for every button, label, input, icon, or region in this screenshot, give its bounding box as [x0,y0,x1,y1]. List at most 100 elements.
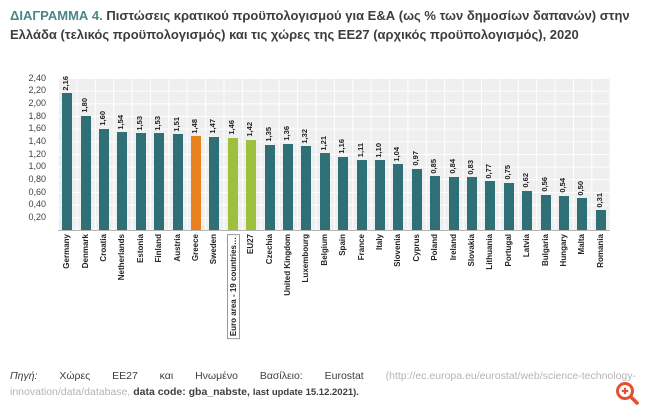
value-label-austria: 1,51 [171,116,181,132]
source-url-part1[interactable]: (http://ec.europa.eu/eurostat/web/scienc… [385,370,637,382]
category-axis-labels: Germany Denmark Croatia Netherlands Estonia F… [58,232,610,358]
category-label-czechia: Czechia [264,234,274,265]
value-label-ireland: 0,84 [447,159,457,174]
value-label-france: 1,11 [355,142,365,157]
value-label-poland: 0,85 [429,158,439,174]
value-label-cyprus: 0,97 [410,150,420,166]
category-label-italy: Italy [375,234,384,251]
value-label-euro-area-19-countries: 1,46 [226,119,236,135]
bar-italy [375,160,385,230]
bar-spain [338,156,349,230]
category-label-bulgaria: Bulgaria [540,234,550,267]
zoom-in-icon[interactable] [614,380,642,408]
value-label-slovenia: 1,04 [392,146,402,162]
source-url-part2[interactable]: innovation/data/database, [10,386,131,398]
category-label-latvia: Latvia [522,234,532,258]
value-label-sweden: 1,47 [208,119,218,134]
bar-slovenia [393,164,404,230]
value-label-spain: 1,16 [337,138,347,154]
source-data-code: data code: gba_nabste, [133,386,250,398]
category-label-denmark: Denmark [80,234,90,269]
y-axis-label: 1,20 [28,148,46,159]
source-org: Eurostat [324,370,364,382]
chart-number-label: ΔΙΑΓΡΑΜΜΑ 4. [10,8,103,23]
y-axis-label: 1,80 [28,110,46,121]
bar-estonia [135,133,146,230]
category-label-poland: Poland [430,234,440,261]
category-label-croatia: Croatia [99,234,108,262]
y-axis-label: 0,20 [28,211,46,222]
source-label: Πηγή: [10,370,38,382]
bar-united-kingdom [283,143,293,230]
category-label-austria: Austria [172,234,182,262]
value-label-netherlands: 1,54 [116,114,126,130]
chart-title-line2: στην Ελλάδα (τελικός προϋπολογισμός) και… [10,8,630,42]
y-axis-label: 1,60 [28,123,46,134]
bar-austria [172,134,183,230]
bar-denmark [80,116,91,230]
value-label-bulgaria: 0,56 [539,176,549,192]
y-axis-label: 0,80 [28,173,46,184]
value-label-denmark: 1,80 [79,98,89,113]
y-axis-label: 1,00 [28,161,46,172]
value-label-czechia: 1,35 [263,126,273,142]
bar-netherlands [117,132,128,230]
category-label-sweden: Sweden [209,234,219,265]
source-line-1: Πηγή: Χώρες ΕΕ27 και Ηνωμένο Βασίλειο: E… [10,368,636,384]
y-axis-label: 0,40 [28,199,46,210]
bar-hungary [559,195,569,230]
category-label-slovenia: Slovenia [393,234,403,267]
bar-sweden [209,136,220,230]
category-label-estonia: Estonia [135,234,145,263]
category-label-cyprus: Cyprus [411,234,421,262]
category-label-germany: Germany [62,234,72,269]
bar-slovakia [467,177,477,230]
category-label-spain: Spain [338,234,348,256]
category-label-euro-area-19-countries: Euro area - 19 countries… [226,234,240,340]
value-label-estonia: 1,53 [134,115,144,131]
category-label-romania: Romania [595,234,605,268]
bar-chart: 2,16 1,80 1,60 1,54 1,53 1,53 1,51 1,48 1,47 1,46… [10,68,642,360]
chart-title-line1: Πιστώσεις κρατικού προϋπολογισμού για Ε&… [106,8,597,23]
value-label-slovakia: 0,83 [466,159,475,175]
category-label-malta: Malta [577,234,587,255]
chart-title: ΔΙΑΓΡΑΜΜΑ 4. Πιστώσεις κρατικού προϋπολο… [10,6,644,44]
bar-cyprus [411,168,422,230]
y-axis-label: 1,40 [28,135,46,146]
bar-portugal [503,182,514,230]
category-label-hungary: Hungary [559,234,568,267]
bar-germany [62,93,73,230]
value-label-hungary: 0,54 [558,178,567,193]
category-label-lithuania: Lithuania [485,234,495,270]
value-label-finland: 1,53 [153,115,163,131]
bar-romania [595,210,606,230]
value-label-greece: 1,48 [190,118,199,134]
category-label-greece: Greece [191,234,200,262]
bar-eu27 [246,140,257,230]
category-label-united-kingdom: United Kingdom [283,234,292,296]
bar-ireland [448,176,459,230]
category-label-ireland: Ireland [448,234,458,261]
value-label-portugal: 0,75 [502,164,512,180]
value-label-romania: 0,31 [594,192,604,208]
source-main-text: Χώρες ΕΕ27 και Ηνωμένο Βασίλειο: [59,370,303,382]
category-label-france: France [356,234,366,261]
bar-euro-area-19-countries [227,137,238,230]
y-axis-label: 0,60 [28,186,46,197]
category-label-finland: Finland [154,234,164,263]
value-label-eu27: 1,42 [245,122,255,138]
bar-france [356,159,367,230]
bar-poland [430,176,441,230]
value-label-lithuania: 0,77 [484,163,494,179]
category-label-belgium: Belgium [319,234,329,266]
value-label-belgium: 1,21 [318,135,328,151]
category-label-eu27: EU27 [246,234,256,255]
y-axis-label: 2,00 [28,97,46,108]
source-line-2: innovation/data/database, data code: gba… [10,386,359,398]
value-label-united-kingdom: 1,36 [282,126,291,141]
source-note: Πηγή: Χώρες ΕΕ27 και Ηνωμένο Βασίλειο: E… [10,368,636,401]
y-axis-label: 2,40 [28,72,46,83]
bar-greece [191,136,201,230]
value-label-latvia: 0,62 [521,173,531,188]
